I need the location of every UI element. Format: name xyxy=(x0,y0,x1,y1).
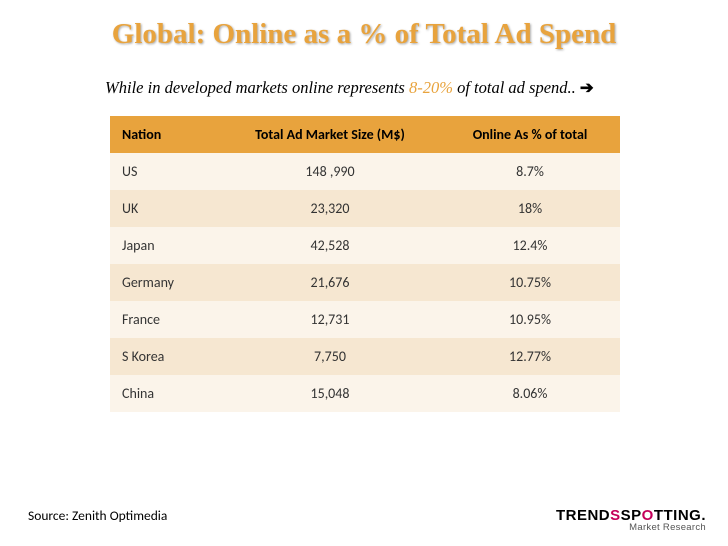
cell-size: 21,676 xyxy=(220,264,440,301)
cell-pct: 18% xyxy=(440,190,620,227)
cell-nation: China xyxy=(110,375,220,412)
source-citation: Source: Zenith Optimedia xyxy=(28,507,167,524)
table-row: France12,73110.95% xyxy=(110,301,620,338)
cell-nation: France xyxy=(110,301,220,338)
col-header-nation: Nation xyxy=(110,116,220,153)
table-body: US148 ,9908.7%UK23,32018%Japan42,52812.4… xyxy=(110,153,620,412)
cell-pct: 10.95% xyxy=(440,301,620,338)
table-row: UK23,32018% xyxy=(110,190,620,227)
cell-size: 15,048 xyxy=(220,375,440,412)
brand-logo: TRENDSSPOTTING. Market Research xyxy=(556,508,706,533)
cell-size: 42,528 xyxy=(220,227,440,264)
cell-nation: US xyxy=(110,153,220,190)
arrow-icon: ➔ xyxy=(580,79,594,97)
cell-size: 148 ,990 xyxy=(220,153,440,190)
cell-size: 12,731 xyxy=(220,301,440,338)
cell-pct: 12.4% xyxy=(440,227,620,264)
cell-pct: 12.77% xyxy=(440,338,620,375)
cell-pct: 10.75% xyxy=(440,264,620,301)
logo-text-pre: TREND xyxy=(556,507,610,524)
table-row: Germany21,67610.75% xyxy=(110,264,620,301)
cell-size: 23,320 xyxy=(220,190,440,227)
table-row: China15,0488.06% xyxy=(110,375,620,412)
subtitle-pre: While in developed markets online repres… xyxy=(105,78,409,97)
col-header-pct: Online As % of total xyxy=(440,116,620,153)
logo-dot: . xyxy=(701,507,706,524)
table-row: US148 ,9908.7% xyxy=(110,153,620,190)
table-row: Japan42,52812.4% xyxy=(110,227,620,264)
slide-title: Global: Online as a % of Total Ad Spend xyxy=(0,0,728,60)
cell-pct: 8.06% xyxy=(440,375,620,412)
cell-nation: S Korea xyxy=(110,338,220,375)
logo-subtitle: Market Research xyxy=(556,523,706,533)
table-row: S Korea7,75012.77% xyxy=(110,338,620,375)
cell-size: 7,750 xyxy=(220,338,440,375)
logo-o-icon: O xyxy=(642,507,654,524)
logo-text-post: TTING xyxy=(654,507,702,524)
logo-main: TRENDSSPOTTING. xyxy=(556,508,706,523)
cell-nation: Japan xyxy=(110,227,220,264)
cell-pct: 8.7% xyxy=(440,153,620,190)
subtitle-highlight: 8-20% xyxy=(409,78,453,97)
table-header-row: Nation Total Ad Market Size (M$) Online … xyxy=(110,116,620,153)
cell-nation: UK xyxy=(110,190,220,227)
cell-nation: Germany xyxy=(110,264,220,301)
ad-spend-table: Nation Total Ad Market Size (M$) Online … xyxy=(110,116,620,412)
subtitle: While in developed markets online repres… xyxy=(0,60,728,98)
col-header-size: Total Ad Market Size (M$) xyxy=(220,116,440,153)
subtitle-post: of total ad spend.. xyxy=(453,78,580,97)
logo-text-mid: SP xyxy=(621,507,642,524)
table-container: Nation Total Ad Market Size (M$) Online … xyxy=(0,98,728,412)
logo-heart-icon: S xyxy=(610,507,621,524)
